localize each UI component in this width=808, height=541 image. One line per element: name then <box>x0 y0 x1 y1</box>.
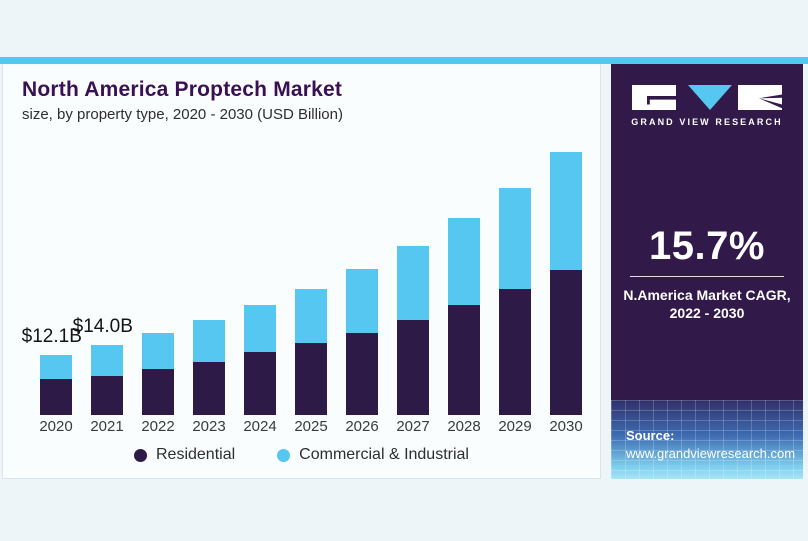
bar-segment-commercial-industrial <box>448 218 480 305</box>
bar-segment-residential <box>40 379 72 415</box>
bar-segment-residential <box>499 289 531 415</box>
bar-stack <box>244 305 276 415</box>
source-label: Source: <box>626 428 675 443</box>
bar-group-2022: 2022 <box>141 125 175 435</box>
chart-card: North America Proptech Market size, by p… <box>2 64 601 479</box>
cagr-caption-line1: N.America Market CAGR, <box>623 287 791 303</box>
bar-segment-commercial-industrial <box>193 320 225 362</box>
bar-segment-residential <box>448 305 480 415</box>
gvr-logo-icon <box>632 85 782 110</box>
bar-segment-residential <box>142 369 174 415</box>
x-axis-label: 2023 <box>192 418 226 435</box>
bar-group-2024: 2024 <box>243 125 277 435</box>
bar-stack <box>448 218 480 415</box>
stat-divider <box>630 276 784 277</box>
legend-item-commercial: Commercial & Industrial <box>277 446 469 464</box>
legend-item-residential: Residential <box>134 446 235 464</box>
bar-stack <box>40 354 72 415</box>
chart-header: North America Proptech Market size, by p… <box>22 78 343 123</box>
bar-segment-residential <box>193 362 225 415</box>
brand-panel: GRAND VIEW RESEARCH 15.7% N.America Mark… <box>611 64 803 479</box>
cagr-caption-line2: 2022 - 2030 <box>669 305 745 322</box>
x-axis-label: 2024 <box>243 418 277 435</box>
bar-segment-residential <box>244 352 276 415</box>
bar-segment-commercial-industrial <box>499 188 531 289</box>
legend-label: Commercial & Industrial <box>299 446 469 463</box>
chart-subtitle: size, by property type, 2020 - 2030 (USD… <box>22 106 343 123</box>
x-axis-label: 2027 <box>396 418 430 435</box>
source-url: www.grandviewresearch.com <box>626 446 796 461</box>
mesh-gradient-band: Source: www.grandviewresearch.com <box>611 400 803 479</box>
bar-stack <box>295 289 327 415</box>
bar-segment-residential <box>295 343 327 415</box>
bar-segment-residential <box>397 320 429 415</box>
cagr-value: 15.7% <box>649 224 765 268</box>
bar-group-2025: 2025 <box>294 125 328 435</box>
accent-strip <box>0 57 808 64</box>
brand-name: GRAND VIEW RESEARCH <box>631 117 783 127</box>
bar-group-2026: 2026 <box>345 125 379 435</box>
cagr-caption: N.America Market CAGR, 2022 - 2030 <box>611 286 803 323</box>
bar-group-2030: 2030 <box>549 125 583 435</box>
bar-segment-commercial-industrial <box>40 354 72 379</box>
x-axis-label: 2028 <box>447 418 481 435</box>
bar-segment-commercial-industrial <box>142 333 174 369</box>
bar-stack <box>91 345 123 415</box>
plot-area: 2020 $12.1B 2021 $14.0B 2022 2023 2024 2025 2026… <box>22 125 583 436</box>
bar-group-2027: 2027 <box>396 125 430 435</box>
bar-stack <box>142 333 174 415</box>
cagr-stat-block: 15.7% N.America Market CAGR, 2022 - 2030 <box>611 224 803 323</box>
x-axis-label: 2020 <box>39 418 73 435</box>
commercial-dot-icon <box>277 448 291 462</box>
bar-segment-commercial-industrial <box>244 305 276 352</box>
bar-segment-commercial-industrial <box>397 246 429 320</box>
bar-group-2023: 2023 <box>192 125 226 435</box>
x-axis-label: 2030 <box>549 418 583 435</box>
bar-stack <box>346 269 378 415</box>
bar-segment-residential <box>91 376 123 415</box>
x-axis-label: 2026 <box>345 418 379 435</box>
bar-segment-commercial-industrial <box>91 345 123 376</box>
bar-group-2028: 2028 <box>447 125 481 435</box>
x-axis-label: 2022 <box>141 418 175 435</box>
bar-group-2021: 2021 $14.0B <box>73 125 133 435</box>
bar-value-label: $14.0B <box>72 316 133 337</box>
source-block: Source: www.grandviewresearch.com <box>626 428 795 461</box>
bar-stack <box>499 188 531 415</box>
bar-segment-commercial-industrial <box>550 152 582 270</box>
x-axis-label: 2025 <box>294 418 328 435</box>
bar-segment-commercial-industrial <box>346 269 378 333</box>
x-axis-label: 2029 <box>498 418 532 435</box>
logo-block: GRAND VIEW RESEARCH <box>611 84 803 127</box>
bar-value-label: $12.1B <box>21 325 82 347</box>
chart-legend: Residential Commercial & Industrial <box>3 446 600 464</box>
bar-group-2020: 2020 $12.1B <box>22 125 82 436</box>
bar-segment-residential <box>550 270 582 415</box>
bar-stack <box>193 320 225 415</box>
bar-stack <box>397 246 429 415</box>
residential-dot-icon <box>134 448 147 462</box>
chart-title: North America Proptech Market <box>22 78 343 101</box>
bar-segment-residential <box>346 333 378 415</box>
x-axis-label: 2021 <box>90 418 124 435</box>
bar-segment-commercial-industrial <box>295 289 327 343</box>
bar-stack <box>550 152 582 415</box>
legend-label: Residential <box>156 446 236 463</box>
bar-group-2029: 2029 <box>498 125 532 435</box>
